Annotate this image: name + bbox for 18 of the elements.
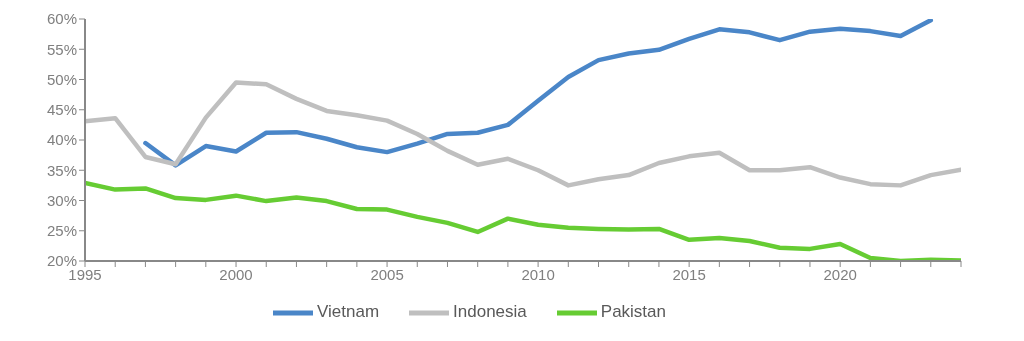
- x-tick-label: 2010: [521, 265, 555, 283]
- y-tick-label: 40%: [46, 131, 77, 149]
- line-series: [85, 80, 961, 188]
- legend-label: Indonesia: [453, 302, 527, 322]
- line-series: [143, 19, 934, 168]
- x-tick-label: 2005: [370, 265, 404, 283]
- y-tick-label: 35%: [46, 161, 77, 179]
- x-tick-label: 2000: [219, 265, 253, 283]
- x-tick-label: 2015: [672, 265, 706, 283]
- legend-label: Pakistan: [600, 302, 666, 322]
- y-tick-label: 45%: [46, 101, 77, 119]
- y-tick-label: 30%: [46, 191, 77, 209]
- x-tick-label: 2020: [823, 265, 857, 283]
- y-tick-label: 25%: [46, 222, 77, 240]
- y-tick-label: 55%: [46, 40, 77, 58]
- legend-label: Vietnam: [317, 302, 380, 322]
- y-tick-label: 50%: [46, 70, 77, 88]
- y-tick-label: 60%: [46, 10, 77, 28]
